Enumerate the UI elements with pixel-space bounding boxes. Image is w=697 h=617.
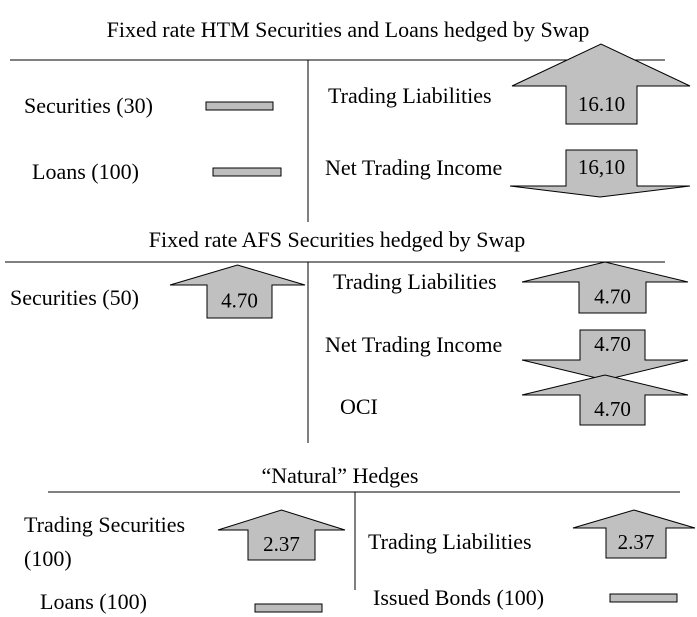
arrow-up [169, 264, 306, 319]
item-label: Trading Liabilities [368, 529, 532, 554]
arrow-up [217, 509, 346, 561]
arrow-value: 4.70 [594, 397, 631, 421]
dash-marker [254, 603, 323, 613]
item-label: Issued Bonds (100) [373, 585, 545, 610]
arrow-value: 4.70 [221, 288, 258, 312]
arrow-value: 4.70 [594, 284, 631, 308]
item-label: Securities (30) [24, 93, 153, 118]
arrow-up [511, 43, 691, 125]
section-title: “Natural” Hedges [261, 463, 419, 488]
item-label: Trading Liabilities [328, 83, 492, 108]
arrow-value: 2.37 [618, 530, 655, 554]
item-label: Securities (50) [10, 285, 139, 310]
item-label: OCI [340, 394, 378, 419]
item-label: Trading Securities (100) [24, 512, 186, 571]
item-label: Loans (100) [32, 159, 139, 184]
arrow-value: 16,10 [578, 155, 625, 179]
dash-marker [205, 101, 274, 111]
arrow-value: 2.37 [263, 532, 300, 556]
item-label: Loans (100) [40, 589, 147, 614]
arrow-down [521, 329, 689, 381]
arrow-value: 4.70 [594, 332, 631, 356]
arrow-up [521, 261, 689, 314]
section-title: Fixed rate HTM Securities and Loans hedg… [106, 17, 590, 42]
arrow-up [521, 374, 689, 426]
dash-marker [212, 167, 282, 177]
item-label: Net Trading Income [325, 332, 503, 357]
item-label: Trading Liabilities [333, 269, 497, 294]
dash-marker [609, 593, 678, 603]
arrow-down [509, 149, 691, 198]
arrow-up [572, 509, 696, 559]
item-label: Net Trading Income [325, 155, 503, 180]
arrow-value: 16.10 [578, 92, 625, 116]
section-title: Fixed rate AFS Securities hedged by Swap [148, 227, 526, 252]
